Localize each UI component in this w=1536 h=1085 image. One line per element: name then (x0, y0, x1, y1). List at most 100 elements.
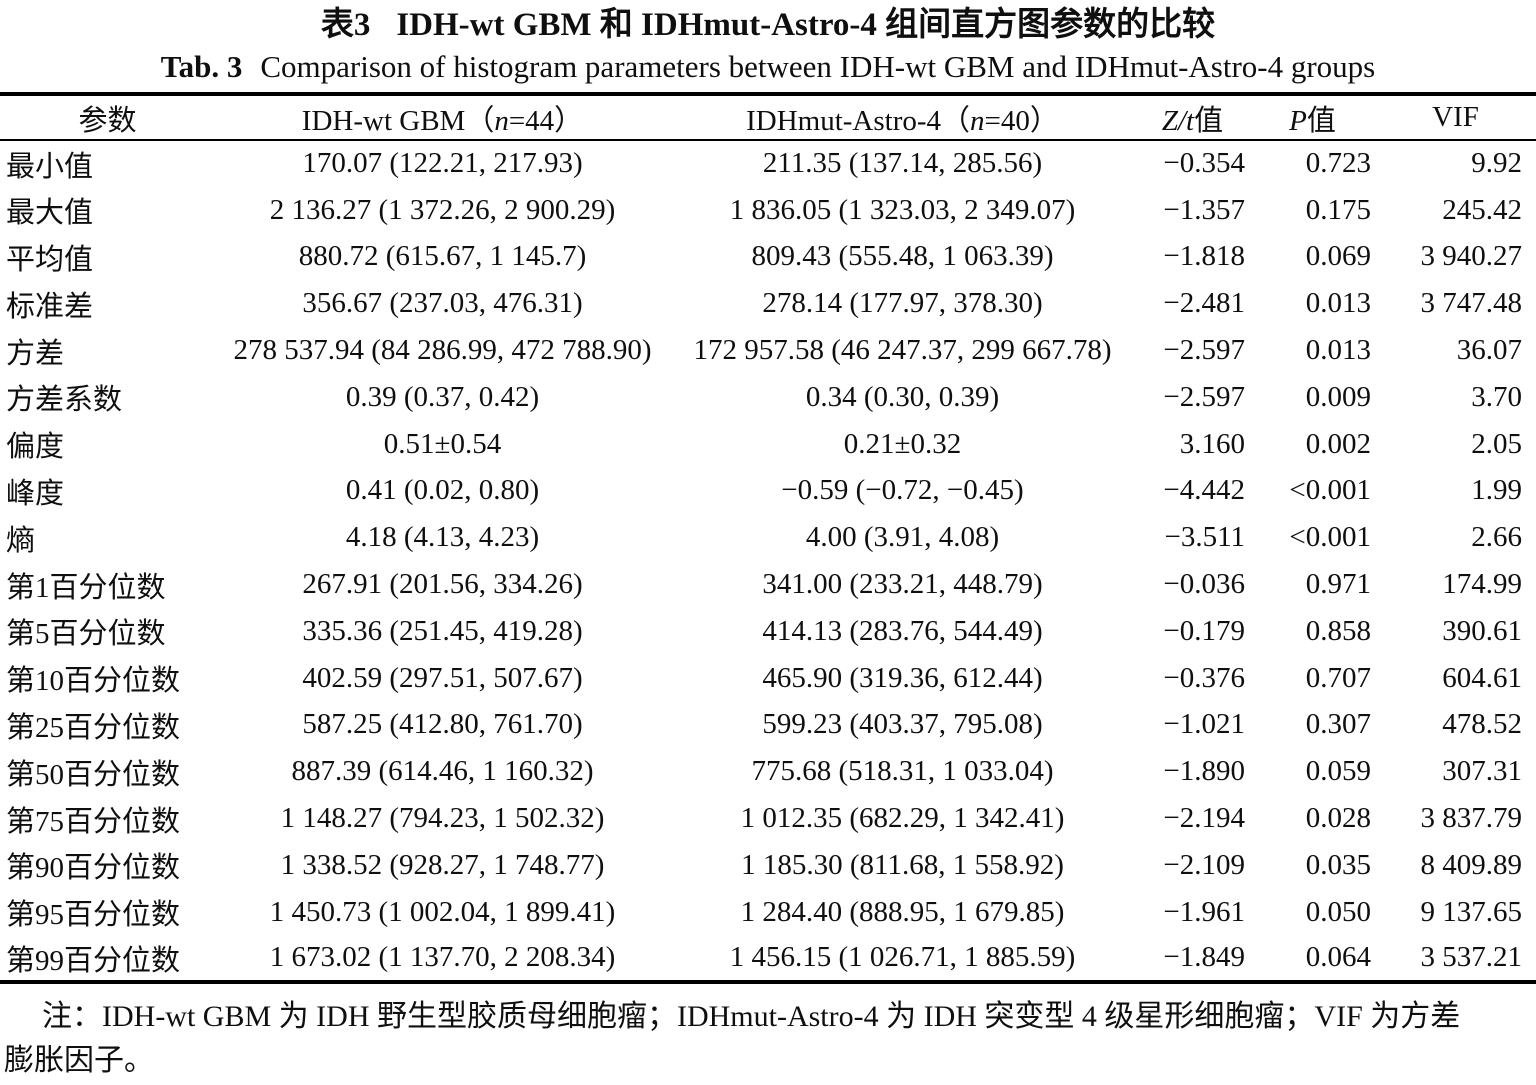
zt-statistic-value: −0.354 (1163, 147, 1245, 180)
zt-statistic-value: −2.481 (1163, 287, 1245, 320)
idh-wt-gbm-value: 2 136.27 (1 372.26, 2 900.29) (269, 193, 616, 226)
parameter-label: 第5百分位数 (6, 618, 166, 651)
idhmut-astro4-value: 1 185.30 (811.68, 1 558.92) (741, 848, 1064, 881)
idhmut-astro4-value: 4.00 (3.91, 4.08) (805, 521, 1000, 554)
zt-statistic-value: −2.597 (1163, 334, 1245, 367)
vif-value: 390.61 (1442, 614, 1522, 647)
zt-statistic-value: −1.961 (1163, 895, 1245, 928)
table-title-en-text: Comparison of histogram parameters betwe… (260, 49, 1376, 84)
parameter-label: 方差 (6, 337, 65, 370)
p-value: 0.307 (1305, 708, 1371, 741)
table-row: 最大值 2 136.27 (1 372.26, 2 900.29) 1 836.… (0, 187, 1536, 234)
idhmut-astro4-value: 211.35 (137.14, 285.56) (762, 147, 1043, 180)
vif-value: 174.99 (1442, 568, 1522, 601)
zt-statistic-value: −2.194 (1163, 802, 1245, 835)
vif-value: 3 837.79 (1420, 802, 1523, 835)
parameter-label: 平均值 (6, 243, 94, 276)
idhmut-astro4-value: 341.00 (233.21, 448.79) (762, 568, 1043, 601)
parameter-label: 第10百分位数 (6, 665, 181, 698)
group1-header-count: =44） (508, 104, 584, 137)
table-title-zh-text: IDH-wt GBM 和 IDHmut-Astro-4 组间直方图参数的比较 (396, 7, 1216, 43)
p-value: 0.028 (1305, 802, 1371, 835)
zt-symbol: Z/t (1161, 104, 1195, 137)
zt-statistic-value: −2.597 (1163, 380, 1245, 413)
parameter-label: 标准差 (6, 290, 94, 323)
idhmut-astro4-value: 1 836.05 (1 323.03, 2 349.07) (729, 193, 1076, 226)
group1-n-symbol: n (494, 104, 509, 137)
idh-wt-gbm-value: 1 673.02 (1 137.70, 2 208.34) (269, 941, 616, 974)
col-header-p-value: P值 (1250, 94, 1375, 140)
parameter-label: 最小值 (6, 150, 94, 183)
p-value: <0.001 (1289, 474, 1371, 507)
table-row: 第10百分位数 402.59 (297.51, 507.67) 465.90 (… (0, 655, 1536, 702)
parameter-label: 熵 (6, 524, 36, 557)
group2-header-count: =40） (984, 104, 1059, 137)
p-value: 0.009 (1305, 380, 1371, 413)
idh-wt-gbm-value: 0.39 (0.37, 0.42) (345, 380, 540, 413)
zt-statistic-value: −1.818 (1163, 240, 1245, 273)
idh-wt-gbm-value: 0.51±0.54 (383, 427, 502, 460)
zt-statistic-value: −0.179 (1163, 614, 1245, 647)
col-header-zt-value: Z/t值 (1135, 94, 1250, 140)
idhmut-astro4-value: 775.68 (518.31, 1 033.04) (751, 755, 1054, 788)
idh-wt-gbm-value: 1 148.27 (794.23, 1 502.32) (280, 802, 605, 835)
col-header-idh-wt-gbm: IDH-wt GBM（n=44） (215, 94, 670, 140)
col-header-parameter: 参数 (78, 104, 137, 137)
vif-value: 2.05 (1471, 427, 1522, 460)
vif-value: 3 747.48 (1420, 287, 1523, 320)
header-row: 参数 IDH-wt GBM（n=44） IDHmut-Astro-4（n=40）… (0, 94, 1536, 140)
vif-value: 8 409.89 (1420, 848, 1523, 881)
zt-header-suffix: 值 (1194, 104, 1224, 137)
zt-statistic-value: −1.890 (1163, 755, 1245, 788)
table-row: 最小值 170.07 (122.21, 217.93) 211.35 (137.… (0, 140, 1536, 187)
zt-statistic-value: −0.376 (1163, 661, 1245, 694)
p-value: 0.175 (1305, 193, 1371, 226)
p-value: 0.064 (1305, 941, 1371, 974)
zt-statistic-value: −3.511 (1164, 521, 1245, 554)
table-row: 第25百分位数 587.25 (412.80, 761.70) 599.23 (… (0, 702, 1536, 749)
vif-value: 307.31 (1442, 755, 1522, 788)
p-value: 0.858 (1305, 614, 1371, 647)
table-row: 第90百分位数 1 338.52 (928.27, 1 748.77) 1 18… (0, 842, 1536, 889)
idhmut-astro4-value: 599.23 (403.37, 795.08) (762, 708, 1043, 741)
group1-header-text: IDH-wt GBM（ (301, 104, 495, 137)
p-header-suffix: 值 (1306, 104, 1336, 137)
idhmut-astro4-value: 0.21±0.32 (843, 427, 962, 460)
idhmut-astro4-value: 1 012.35 (682.29, 1 342.41) (740, 802, 1065, 835)
p-value: 0.059 (1305, 755, 1371, 788)
col-header-vif: VIF (1432, 101, 1479, 133)
zt-statistic-value: −1.021 (1163, 708, 1245, 741)
idhmut-astro4-value: 1 284.40 (888.95, 1 679.85) (740, 895, 1065, 928)
idh-wt-gbm-value: 170.07 (122.21, 217.93) (302, 147, 583, 180)
idh-wt-gbm-value: 1 450.73 (1 002.04, 1 899.41) (269, 895, 616, 928)
parameter-label: 方差系数 (6, 384, 123, 417)
parameter-label: 第1百分位数 (6, 571, 166, 604)
p-value: 0.013 (1305, 334, 1371, 367)
parameter-label: 最大值 (6, 197, 94, 230)
vif-value: 1.99 (1471, 474, 1522, 507)
table-header: 参数 IDH-wt GBM（n=44） IDHmut-Astro-4（n=40）… (0, 94, 1536, 140)
table-row: 第5百分位数 335.36 (251.45, 419.28) 414.13 (2… (0, 608, 1536, 655)
parameter-label: 第95百分位数 (6, 899, 181, 932)
idh-wt-gbm-value: 335.36 (251.45, 419.28) (302, 614, 583, 647)
vif-value: 2.66 (1471, 521, 1522, 554)
vif-value: 3 537.21 (1420, 941, 1523, 974)
table-body: 最小值 170.07 (122.21, 217.93) 211.35 (137.… (0, 140, 1536, 982)
p-value: 0.050 (1305, 895, 1371, 928)
p-value: 0.971 (1305, 568, 1371, 601)
p-value: 0.013 (1305, 287, 1371, 320)
zt-statistic-value: 3.160 (1179, 427, 1245, 460)
histogram-parameters-table: 参数 IDH-wt GBM（n=44） IDHmut-Astro-4（n=40）… (0, 92, 1536, 985)
idh-wt-gbm-value: 587.25 (412.80, 761.70) (302, 708, 583, 741)
parameter-label: 峰度 (6, 477, 65, 510)
table-number-en: Tab. 3 (160, 49, 243, 84)
idh-wt-gbm-value: 356.67 (237.03, 476.31) (302, 287, 583, 320)
zt-statistic-value: −4.442 (1163, 474, 1245, 507)
parameter-label: 第50百分位数 (6, 758, 181, 791)
parameter-label: 第75百分位数 (6, 805, 181, 838)
table-row: 方差 278 537.94 (84 286.99, 472 788.90) 17… (0, 327, 1536, 374)
table-note: 注：IDH-wt GBM 为 IDH 野生型胶质母细胞瘤；IDHmut-Astr… (0, 995, 1536, 1083)
idhmut-astro4-value: 414.13 (283.76, 544.49) (762, 614, 1043, 647)
idh-wt-gbm-value: 402.59 (297.51, 507.67) (302, 661, 583, 694)
